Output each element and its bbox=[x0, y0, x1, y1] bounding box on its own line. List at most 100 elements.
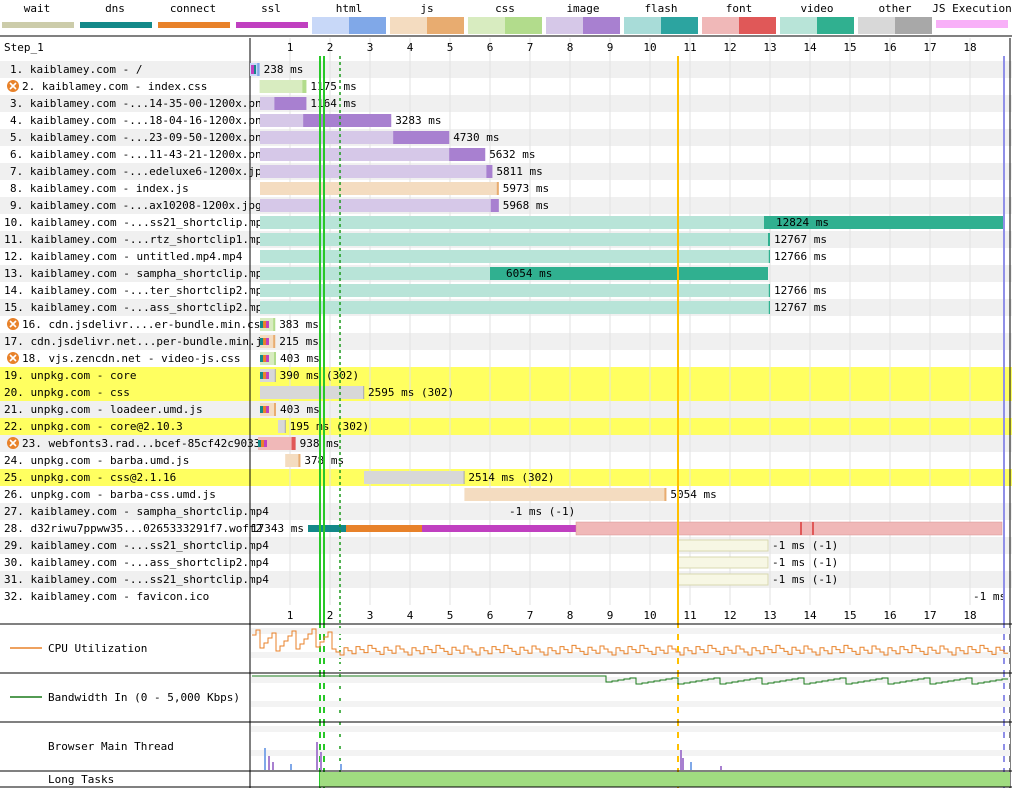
request-label: 24. unpkg.com - barba.umd.js bbox=[4, 454, 189, 467]
request-label: 23. webfonts3.rad...bcef-85cf42c90333 bbox=[22, 437, 267, 450]
bar-download-17 bbox=[273, 335, 276, 348]
request-label: 15. kaiblamey.com -...ass_shortclip2.mp4 bbox=[4, 301, 269, 314]
bar-download-21 bbox=[274, 403, 276, 416]
metric-stripe bbox=[251, 762, 1010, 768]
request-time-label: 2514 ms (302) bbox=[468, 471, 554, 484]
bar-ssl-18 bbox=[266, 355, 269, 362]
legend-swatch-other-download bbox=[895, 17, 932, 34]
legend-swatch-image-request bbox=[546, 17, 583, 34]
tick-label-bottom-14: 14 bbox=[803, 609, 817, 622]
bar-request-6 bbox=[260, 148, 486, 161]
main-thread-spike bbox=[690, 762, 692, 770]
bar-request-28-connect bbox=[346, 525, 422, 532]
request-label: 7. kaiblamey.com -...edeluxe6-1200x.jpg bbox=[10, 165, 268, 178]
request-label: 13. kaiblamey.com - sampha_shortclip.mp4 bbox=[4, 267, 269, 280]
metric-stripe bbox=[251, 701, 1010, 707]
bar-download-24 bbox=[298, 454, 301, 467]
bar-download-16 bbox=[273, 318, 276, 331]
row-bg-19 bbox=[0, 367, 1012, 384]
tick-label-bottom-8: 8 bbox=[567, 609, 574, 622]
bar-download-23 bbox=[291, 437, 296, 450]
request-time-label: 6054 ms bbox=[506, 267, 552, 280]
bar-request-12 bbox=[260, 250, 770, 263]
request-label: 29. kaiblamey.com -...ss21_shortclip.mp4 bbox=[4, 539, 269, 552]
main-thread-spike bbox=[340, 764, 342, 770]
legend-swatch-ssl bbox=[236, 22, 308, 28]
row-bg-32 bbox=[0, 588, 1012, 605]
request-label: 18. vjs.zencdn.net - video-js.css bbox=[22, 352, 241, 365]
bar-request-8 bbox=[260, 182, 499, 195]
tick-label-top-15: 15 bbox=[843, 41, 856, 54]
legend-label-html: html bbox=[336, 2, 363, 15]
request-time-label: 5968 ms bbox=[503, 199, 549, 212]
request-label: 32. kaiblamey.com - favicon.ico bbox=[4, 590, 209, 603]
error-icon-cross bbox=[9, 439, 17, 447]
legend-swatch-video-request bbox=[780, 17, 817, 34]
bar-download-6 bbox=[449, 148, 486, 161]
cpu-trace bbox=[252, 628, 1008, 656]
row-bg-17 bbox=[0, 333, 1012, 350]
legend-swatch-flash-download bbox=[661, 17, 698, 34]
row-bg-27 bbox=[0, 503, 1012, 520]
request-time-label: 12766 ms bbox=[774, 284, 827, 297]
request-time-label: 1164 ms bbox=[310, 97, 356, 110]
legend-label-css: css bbox=[495, 2, 515, 15]
bar-dns-19 bbox=[260, 372, 263, 379]
tick-label-top-6: 6 bbox=[487, 41, 494, 54]
bar-download-8 bbox=[496, 182, 499, 195]
tick-label-bottom-10: 10 bbox=[643, 609, 656, 622]
request-label: 3. kaiblamey.com -...14-35-00-1200x.png bbox=[10, 97, 268, 110]
request-time-label: -1 ms (-1) bbox=[772, 556, 838, 569]
legend-swatch-js-request bbox=[390, 17, 427, 34]
bar-request-28-font bbox=[575, 521, 1003, 536]
bar-request-25 bbox=[364, 471, 465, 484]
tick-label-bottom-6: 6 bbox=[487, 609, 494, 622]
row-bg-2 bbox=[0, 78, 1012, 95]
tick-label-bottom-3: 3 bbox=[367, 609, 374, 622]
request-time-label: 5811 ms bbox=[496, 165, 542, 178]
long-task-bar bbox=[320, 772, 1010, 787]
request-time-label: 12766 ms bbox=[774, 250, 827, 263]
main-thread-spike bbox=[290, 764, 292, 770]
request-time-label: 2595 ms (302) bbox=[368, 386, 454, 399]
metric-stripe bbox=[251, 689, 1010, 695]
request-time-label: 383 ms bbox=[279, 318, 319, 331]
legend-swatch-html-download bbox=[349, 17, 386, 34]
error-icon-cross bbox=[9, 354, 17, 362]
bar-ssl-23 bbox=[264, 440, 267, 447]
request-time-label: -1 ms (-1) bbox=[772, 573, 838, 586]
tick-label-bottom-16: 16 bbox=[883, 609, 896, 622]
bar-download-13 bbox=[490, 267, 768, 280]
tick-label-top-10: 10 bbox=[643, 41, 656, 54]
request-label: 8. kaiblamey.com - index.js bbox=[10, 182, 189, 195]
request-label: 28. d32riwu7ppww35...0265333291f7.woff2 bbox=[4, 522, 262, 535]
bar-download-11 bbox=[768, 233, 770, 246]
request-label: 26. unpkg.com - barba-css.umd.js bbox=[4, 488, 216, 501]
legend-swatch-css-download bbox=[505, 17, 542, 34]
bar-dns-16 bbox=[260, 321, 263, 328]
error-icon-cross bbox=[9, 82, 17, 90]
request-label: 30. kaiblamey.com -...ass_shortclip2.mp4 bbox=[4, 556, 269, 569]
request-label: 16. cdn.jsdelivr....er-bundle.min.css bbox=[22, 318, 267, 331]
legend-swatch-image-download bbox=[583, 17, 620, 34]
metric-label-cpu: CPU Utilization bbox=[48, 642, 147, 655]
request-time-label: 17343 ms bbox=[251, 522, 304, 535]
row-bg-6 bbox=[0, 146, 1012, 163]
bar-connect-23 bbox=[261, 440, 264, 447]
tick-label-top-3: 3 bbox=[367, 41, 374, 54]
bar-request-22 bbox=[278, 420, 286, 433]
bar-download-7 bbox=[486, 165, 493, 178]
main-thread-spike bbox=[316, 742, 318, 770]
tick-label-bottom-2: 2 bbox=[327, 609, 334, 622]
request-label: 21. unpkg.com - loadeer.umd.js bbox=[4, 403, 203, 416]
row-bg-4 bbox=[0, 112, 1012, 129]
legend-label-connect: connect bbox=[170, 2, 216, 15]
bar-download-22 bbox=[284, 420, 286, 433]
row-bg-1 bbox=[0, 61, 1012, 78]
tick-label-bottom-13: 13 bbox=[763, 609, 776, 622]
metric-stripe bbox=[251, 750, 1010, 756]
legend-swatch-js-execution bbox=[936, 20, 1008, 28]
metric-label-main: Browser Main Thread bbox=[48, 740, 174, 753]
row-bg-22 bbox=[0, 418, 1012, 435]
tick-label-top-4: 4 bbox=[407, 41, 414, 54]
